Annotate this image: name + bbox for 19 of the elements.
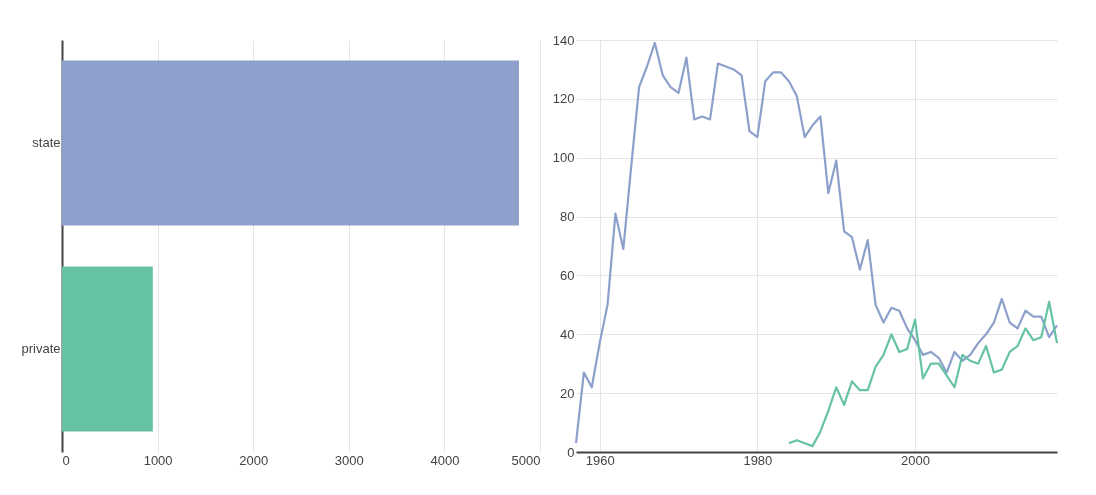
y-tick-label: 100 xyxy=(552,150,575,166)
y-tick-label: 80 xyxy=(560,209,575,225)
line-series xyxy=(574,41,1059,445)
y-tick-label: private xyxy=(21,341,61,356)
x-tick-label: 4000 xyxy=(430,452,460,468)
x-tick-label: 1980 xyxy=(743,452,773,468)
y-tick-label: 120 xyxy=(552,91,575,107)
y-tick-label: 60 xyxy=(560,267,575,283)
x-tick-label: 5000 xyxy=(511,452,541,468)
x-tick-label: 2000 xyxy=(239,452,269,468)
x-tick-label: 3000 xyxy=(334,452,364,468)
x-tick-label: 2000 xyxy=(901,452,931,468)
x-tick-label: 1960 xyxy=(585,452,615,468)
x-tick-label: 1000 xyxy=(143,452,173,468)
y-tick-label: 20 xyxy=(560,385,575,401)
y-tick-label: state xyxy=(32,135,61,150)
line-series xyxy=(787,300,1059,448)
y-tick-label: 140 xyxy=(552,32,575,48)
y-tick-label: 40 xyxy=(560,326,575,342)
